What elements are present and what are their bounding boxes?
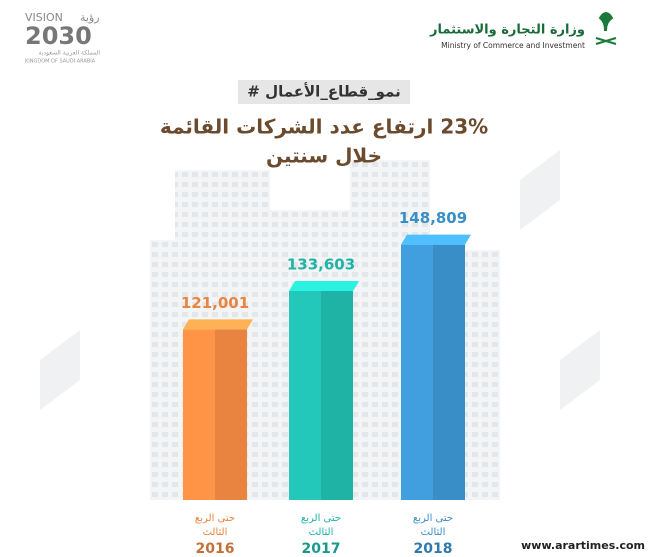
watermark: www.arartimes.com (521, 539, 645, 552)
vision-ar: رؤية (80, 11, 100, 24)
bar (401, 244, 433, 500)
period-line: حتى الربع (413, 513, 453, 524)
period-line: الثالث (203, 527, 228, 538)
bar (289, 290, 321, 500)
hashtag: # نمو_قطاع_الأعمال (247, 83, 400, 101)
ministry-ar: وزارة التجارة والاستثمار (429, 23, 585, 38)
bar-top (289, 280, 359, 291)
bar (183, 329, 215, 500)
period-line: حتى الربع (301, 513, 341, 524)
period-line: الثالث (309, 527, 334, 538)
bar-side (433, 244, 465, 500)
x-tick-label: 2018 (414, 541, 453, 557)
kingdom-ar: المملكة العربية السعودية (38, 50, 100, 57)
value-label: 148,809 (399, 209, 467, 227)
x-tick-label: 2017 (302, 541, 341, 557)
period-line: حتى الربع (195, 513, 235, 524)
subtitle: خلال سنتين (266, 144, 382, 168)
ministry-logo (595, 12, 617, 45)
bar-top (183, 319, 253, 330)
value-label: 133,603 (287, 255, 355, 273)
title: 23% ارتفاع عدد الشركات القائمة (160, 115, 488, 139)
period-line: الثالث (421, 527, 446, 538)
vision-word: VISION (25, 11, 63, 24)
hashtag-banner (238, 80, 410, 104)
value-label: 121,001 (181, 294, 249, 312)
bar-top (401, 234, 471, 245)
vision-year: 2030 (25, 22, 92, 50)
bar-side (215, 329, 247, 500)
bar-side (321, 290, 353, 500)
ministry-en: Ministry of Commerce and Investment (441, 41, 585, 50)
kingdom-en: KINGDOM OF SAUDI ARABIA (25, 59, 96, 65)
x-tick-label: 2016 (196, 541, 235, 557)
